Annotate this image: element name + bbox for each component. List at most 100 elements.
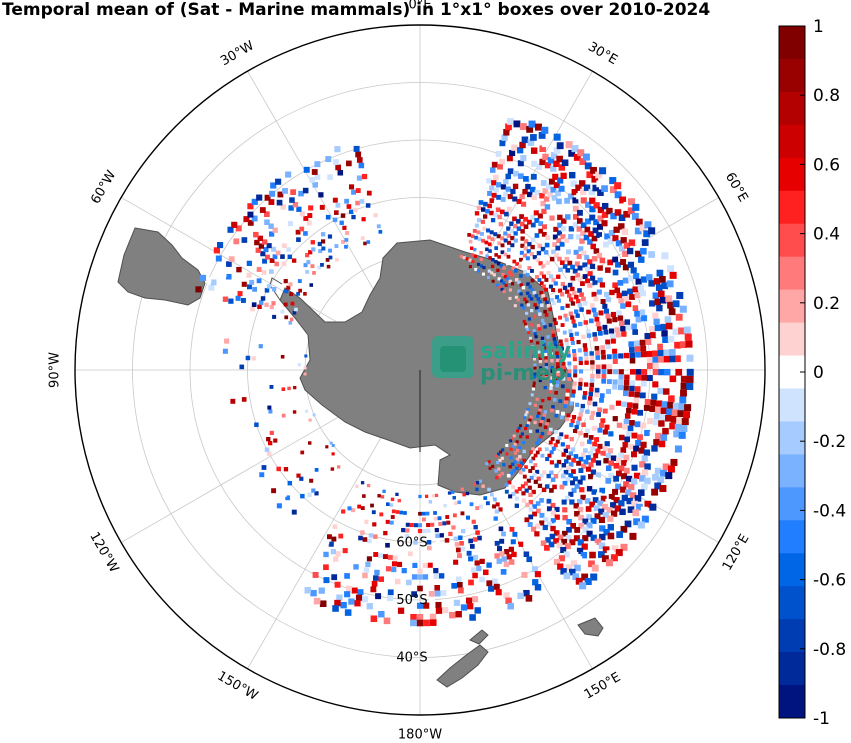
data-cell bbox=[623, 210, 631, 218]
data-cell bbox=[539, 290, 544, 295]
data-cell bbox=[580, 230, 586, 237]
data-cell bbox=[523, 416, 527, 420]
data-cell bbox=[587, 239, 593, 245]
data-cell bbox=[635, 369, 642, 375]
data-cell bbox=[564, 256, 570, 262]
data-cell bbox=[453, 599, 460, 606]
data-cell bbox=[273, 438, 278, 443]
data-cell bbox=[428, 591, 435, 597]
data-cell bbox=[538, 228, 544, 234]
data-cell bbox=[373, 534, 378, 539]
data-cell bbox=[570, 480, 575, 486]
data-cell bbox=[496, 182, 502, 188]
data-cell bbox=[617, 280, 624, 286]
data-cell bbox=[560, 384, 565, 389]
data-cell bbox=[303, 231, 308, 236]
data-cell bbox=[399, 510, 404, 515]
data-cell bbox=[669, 375, 677, 383]
data-cell bbox=[428, 585, 435, 592]
data-cell bbox=[303, 215, 309, 221]
data-cell bbox=[565, 345, 570, 350]
data-cell bbox=[547, 157, 555, 164]
data-cell bbox=[549, 352, 553, 356]
data-cell bbox=[570, 301, 576, 306]
data-cell bbox=[573, 454, 579, 459]
data-cell bbox=[351, 189, 357, 195]
data-cell bbox=[619, 196, 627, 204]
data-cell bbox=[635, 374, 642, 381]
data-cell bbox=[508, 288, 513, 292]
data-cell bbox=[510, 273, 514, 277]
data-cell bbox=[644, 429, 651, 437]
latitude-label: 60°S bbox=[396, 536, 427, 551]
data-cell bbox=[410, 619, 417, 627]
data-cell bbox=[554, 506, 560, 512]
data-cell bbox=[644, 333, 651, 339]
data-cell bbox=[535, 523, 541, 529]
data-cell bbox=[550, 518, 556, 524]
data-cell bbox=[635, 316, 642, 323]
data-cell bbox=[561, 218, 567, 224]
data-cell bbox=[597, 330, 603, 336]
data-cell bbox=[549, 231, 555, 236]
data-cell bbox=[588, 462, 594, 468]
data-cell bbox=[544, 313, 549, 317]
data-cell bbox=[540, 303, 544, 308]
data-cell bbox=[567, 193, 574, 200]
data-cell bbox=[678, 403, 686, 411]
colorbar-swatch bbox=[779, 586, 805, 620]
data-cell bbox=[589, 378, 595, 383]
data-cell bbox=[629, 346, 635, 353]
data-cell bbox=[597, 223, 603, 230]
data-cell bbox=[491, 279, 495, 283]
data-cell bbox=[612, 369, 619, 375]
data-cell bbox=[630, 267, 637, 274]
data-cell bbox=[512, 170, 519, 177]
data-cell bbox=[472, 228, 477, 233]
data-cell bbox=[623, 352, 630, 359]
data-cell bbox=[608, 460, 614, 467]
data-cell bbox=[540, 336, 545, 340]
data-cell bbox=[522, 253, 527, 258]
data-cell bbox=[624, 436, 631, 443]
data-cell bbox=[550, 379, 554, 384]
data-cell bbox=[256, 194, 263, 201]
data-cell bbox=[331, 443, 335, 447]
data-cell bbox=[330, 467, 335, 471]
data-cell bbox=[578, 369, 584, 374]
data-cell bbox=[544, 359, 548, 363]
data-cell bbox=[558, 315, 562, 320]
data-cell bbox=[629, 369, 636, 375]
data-cell bbox=[524, 517, 530, 523]
data-cell bbox=[585, 218, 591, 225]
data-cell bbox=[479, 576, 485, 583]
data-cell bbox=[517, 160, 524, 167]
data-cell bbox=[572, 205, 579, 212]
data-cell bbox=[659, 276, 666, 283]
data-cell bbox=[657, 343, 664, 350]
data-cell bbox=[592, 401, 598, 407]
data-cell bbox=[312, 571, 319, 578]
data-cell bbox=[586, 439, 592, 445]
data-cell bbox=[310, 589, 317, 597]
data-cell bbox=[267, 405, 272, 410]
data-cell bbox=[575, 577, 583, 585]
data-cell bbox=[510, 539, 516, 545]
data-cell bbox=[584, 577, 592, 586]
data-cell bbox=[578, 456, 584, 462]
data-cell bbox=[300, 493, 305, 499]
data-cell bbox=[550, 408, 554, 413]
data-cell bbox=[253, 231, 259, 238]
data-cell bbox=[488, 585, 495, 592]
data-cell bbox=[507, 118, 514, 125]
data-cell bbox=[462, 492, 466, 497]
data-cell bbox=[560, 442, 565, 447]
data-cell bbox=[489, 230, 494, 235]
data-cell bbox=[597, 206, 605, 214]
data-cell bbox=[335, 551, 341, 557]
data-cell bbox=[522, 474, 527, 479]
data-cell bbox=[471, 596, 479, 603]
data-cell bbox=[528, 499, 534, 505]
data-cell bbox=[518, 455, 522, 459]
data-cell bbox=[667, 335, 675, 343]
